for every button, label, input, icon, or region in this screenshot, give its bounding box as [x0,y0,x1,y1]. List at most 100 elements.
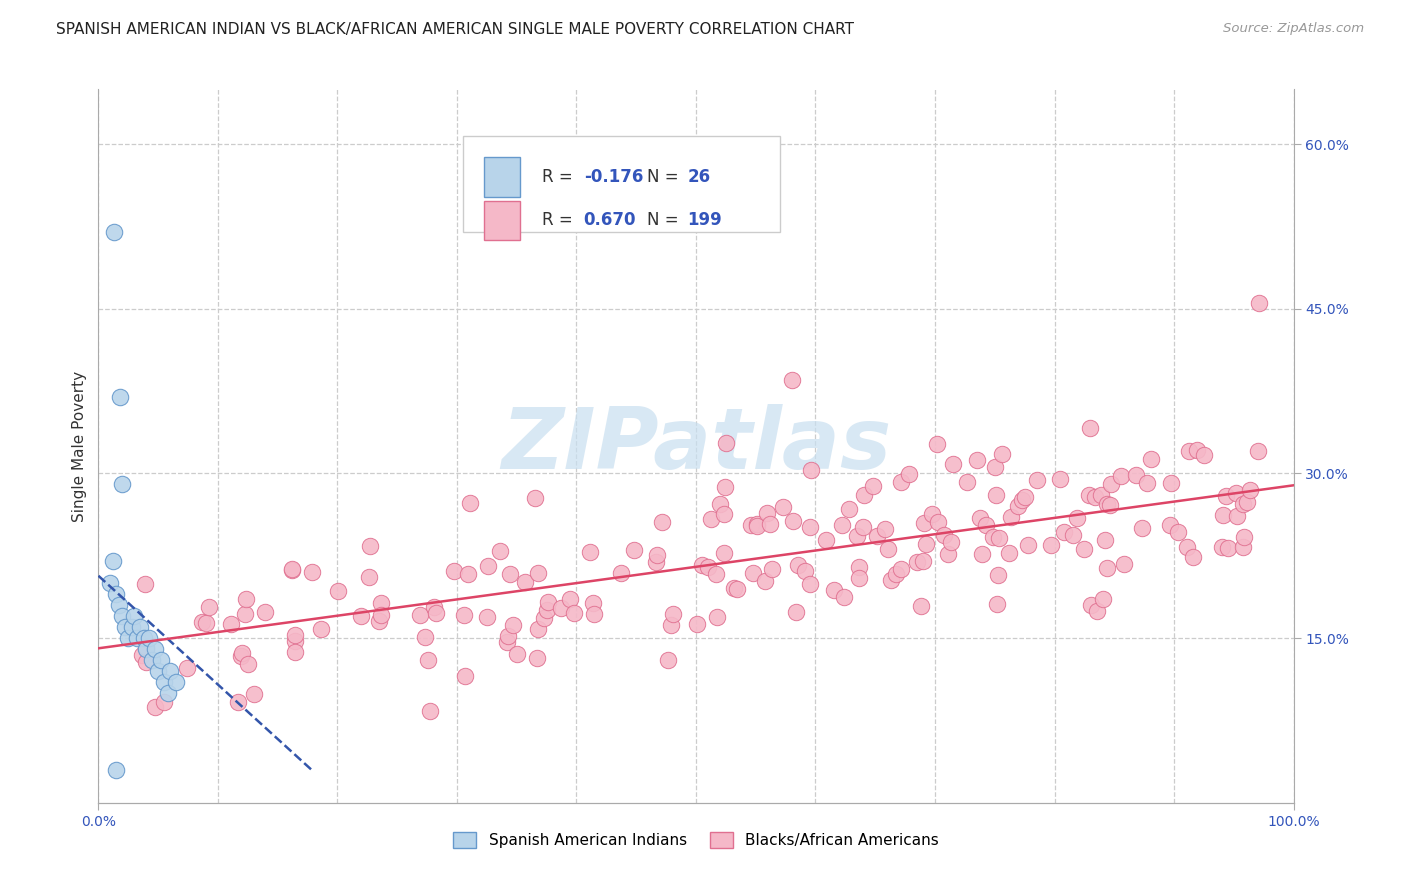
Point [281,563,304,577]
Point [443,564,465,578]
Point [550,600,572,615]
Point [1211,540,1233,554]
Point [326,584,349,599]
Point [644,555,666,569]
Point [772,500,794,515]
Point [194,616,217,631]
Point [723,581,745,595]
Point [838,502,860,516]
Point [890,562,912,576]
Text: ZIPatlas: ZIPatlas [501,404,891,488]
Point [1091,592,1114,607]
Point [148,664,170,678]
Point [651,516,673,530]
Point [117,631,139,645]
Text: N =: N = [647,211,683,229]
Point [1073,541,1095,556]
Point [1084,491,1107,505]
Point [740,517,762,532]
Point [981,530,1004,544]
Point [932,527,955,541]
Point [1236,494,1258,508]
Point [1112,557,1135,571]
Point [498,566,520,581]
Point [853,488,876,502]
Point [845,528,868,542]
Point [413,630,436,644]
Point [281,562,304,576]
Point [370,608,392,623]
Point [991,447,1014,461]
Point [832,590,855,604]
Point [898,467,921,482]
Point [1225,485,1247,500]
Point [742,566,765,581]
Point [905,555,928,569]
Point [725,582,748,596]
Point [1216,541,1239,555]
Point [925,437,948,451]
Point [941,535,963,549]
Point [1098,499,1121,513]
Point [506,647,529,661]
Point [236,657,259,671]
Point [284,645,307,659]
Point [350,608,373,623]
Point [986,597,1008,611]
Point [562,607,585,621]
Point [609,566,631,580]
Point [114,620,136,634]
Point [153,695,176,709]
Point [1099,476,1122,491]
Point [1080,599,1102,613]
Point [799,520,821,534]
Point [111,477,134,491]
Point [495,634,517,648]
Point [159,664,181,678]
Point [848,571,870,585]
Point [754,574,776,588]
Point [866,529,889,543]
Point [690,558,713,572]
Point [198,599,221,614]
Point [165,675,187,690]
Point [745,517,768,532]
Point [309,622,332,636]
Point [1066,511,1088,525]
Point [1177,443,1199,458]
Point [513,574,536,589]
Text: 199: 199 [688,211,723,229]
Point [370,597,392,611]
Point [496,629,519,643]
Point [659,618,682,632]
Point [910,599,932,613]
Point [756,506,779,520]
Point [747,518,769,533]
Point [359,539,381,553]
Point [143,642,166,657]
Point [1226,509,1249,524]
Point [1215,489,1237,503]
Point [987,567,1010,582]
Text: -0.176: -0.176 [583,168,643,186]
Point [111,609,134,624]
Point [1232,540,1254,554]
Point [284,627,307,641]
Point [645,548,668,562]
Point [560,592,582,607]
Legend: Spanish American Indians, Blacks/African Americans: Spanish American Indians, Blacks/African… [446,824,946,855]
Point [761,562,783,576]
Point [1053,524,1076,539]
Point [423,599,446,614]
Point [1239,483,1261,497]
Point [149,653,172,667]
Point [823,582,845,597]
Point [536,603,558,617]
Point [1232,497,1254,511]
Point [1167,524,1189,539]
Point [713,546,735,560]
Point [1007,500,1029,514]
Point [786,558,808,573]
Point [942,458,965,472]
Point [1130,521,1153,535]
